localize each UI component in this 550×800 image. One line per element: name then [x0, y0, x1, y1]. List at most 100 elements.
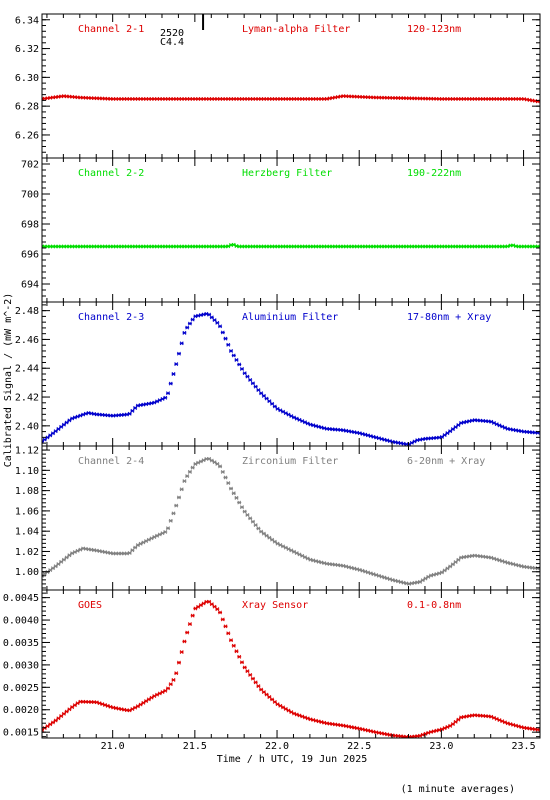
band-name: 120-123nm: [407, 24, 461, 35]
data-point: [182, 479, 187, 484]
data-point: [72, 703, 77, 708]
data-point: [220, 330, 225, 335]
data-point: [166, 526, 171, 531]
data-point: [234, 649, 239, 654]
data-point: [256, 684, 261, 689]
data-point: [105, 550, 110, 555]
data-point: [168, 518, 173, 523]
flare-id-label: 2520: [160, 28, 184, 39]
data-point: [439, 570, 444, 575]
data-point: [209, 315, 214, 320]
data-point: [234, 495, 239, 500]
data-point: [231, 643, 236, 648]
data-point: [270, 537, 275, 542]
band-name: 17-80nm + Xray: [407, 312, 491, 323]
data-point: [185, 325, 190, 330]
y-tick-label: 6.34: [15, 15, 39, 26]
x-tick-label: 22.5: [347, 741, 371, 752]
y-tick-label: 6.26: [15, 130, 39, 141]
data-point: [185, 474, 190, 479]
panel-4: 1.00 1.02 1.04 1.06 1.08 1.10 1.12 Channel 2-4 Z…: [15, 445, 541, 591]
data-point: [229, 486, 234, 491]
data-point: [218, 324, 223, 329]
data-point: [103, 550, 108, 555]
band-name: 6-20nm + Xray: [407, 456, 485, 467]
y-tick-label: 694: [21, 280, 39, 291]
data-point: [220, 469, 225, 474]
panel-frame: [41, 13, 541, 159]
data-point: [70, 705, 75, 710]
data-point: [130, 548, 135, 553]
data-point: [226, 631, 231, 636]
y-tick-label: 0.0035: [3, 638, 39, 649]
data-point: [442, 568, 447, 573]
band-name: 0.1-0.8nm: [407, 600, 461, 611]
x-tick-label: 23.0: [429, 741, 453, 752]
data-point: [355, 430, 360, 435]
data-point: [168, 682, 173, 687]
data-point: [111, 705, 116, 710]
filter-name: Lyman-alpha Filter: [242, 24, 350, 35]
data-point: [229, 638, 234, 643]
filter-name: Xray Sensor: [242, 600, 308, 611]
data-point: [352, 725, 357, 730]
data-point: [166, 686, 171, 691]
y-tick-label: 2.46: [15, 335, 39, 346]
x-axis-title: Time / h UTC, 19 Jun 2025: [217, 754, 368, 765]
y-tick-label: 0.0020: [3, 705, 39, 716]
panel-2: 694 696 698 700 702 Channel 2-2 Herzberg Filte…: [21, 157, 541, 303]
y-tick-label: 6.28: [15, 102, 39, 113]
data-point: [253, 680, 258, 685]
y-axis-title: Calibrated Signal / (mW m^-2): [3, 293, 14, 468]
data-point: [119, 707, 124, 712]
data-point: [226, 342, 231, 347]
data-point: [207, 312, 212, 317]
data-point: [376, 730, 381, 735]
data-point: [237, 500, 242, 505]
data-point: [442, 433, 447, 438]
data-point: [223, 336, 228, 341]
y-tick-label: 1.06: [15, 506, 39, 517]
series-1: [42, 94, 540, 104]
data-point: [242, 371, 247, 376]
data-point: [185, 630, 190, 635]
data-point: [176, 495, 181, 500]
data-point: [94, 548, 99, 553]
data-point: [382, 731, 387, 736]
y-tick-label: 2.40: [15, 421, 39, 432]
x-tick-label: 23.5: [512, 741, 536, 752]
channel-name: Channel 2-1: [78, 24, 144, 35]
data-point: [116, 706, 121, 711]
data-point: [174, 671, 179, 676]
data-point: [50, 566, 55, 571]
data-point: [176, 351, 181, 356]
band-name: 190-222nm: [407, 168, 461, 179]
channel-name: Channel 2-2: [78, 168, 144, 179]
series-4: [42, 456, 540, 586]
data-point: [223, 624, 228, 629]
x-tick-label: 21.5: [183, 741, 207, 752]
y-tick-label: 1.02: [15, 547, 39, 558]
x-tick-label: 21.0: [101, 741, 125, 752]
data-point: [182, 330, 187, 335]
y-tick-label: 0.0045: [3, 593, 39, 604]
y-tick-label: 0.0025: [3, 683, 39, 694]
data-point: [267, 535, 272, 540]
data-point: [190, 465, 195, 470]
data-point: [267, 399, 272, 404]
data-point: [374, 730, 379, 735]
data-point: [171, 678, 176, 682]
data-point: [237, 654, 242, 659]
data-point: [218, 464, 223, 469]
data-point: [48, 568, 53, 573]
data-point: [239, 367, 244, 371]
data-point: [250, 676, 255, 681]
data-point: [445, 431, 450, 436]
data-point: [124, 551, 129, 556]
data-point: [171, 372, 176, 376]
data-point: [42, 571, 47, 576]
y-tick-label: 1.00: [15, 567, 39, 578]
data-point: [176, 660, 181, 665]
data-point: [174, 503, 179, 508]
data-point: [261, 393, 266, 398]
